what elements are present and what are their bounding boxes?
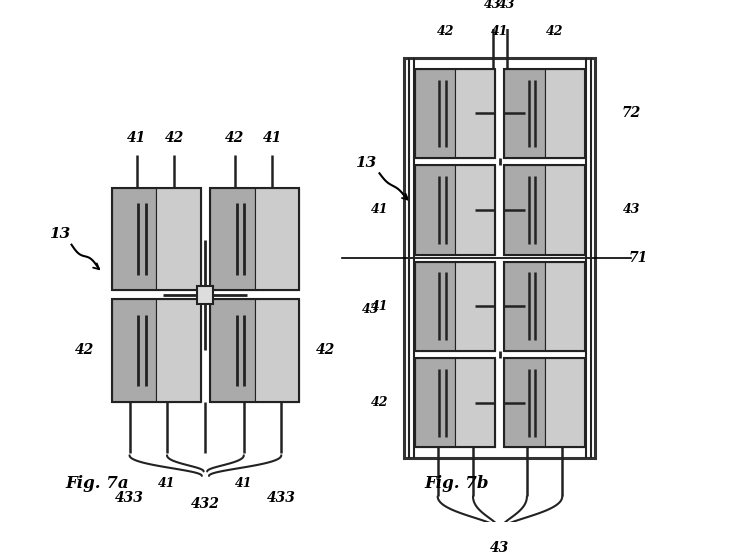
Bar: [455, 69, 496, 158]
Bar: [112, 187, 156, 290]
Text: 41: 41: [370, 204, 388, 216]
Text: 43: 43: [490, 541, 509, 553]
Bar: [505, 262, 585, 351]
Bar: [156, 299, 201, 402]
Text: 42: 42: [316, 343, 335, 357]
Text: 43: 43: [484, 0, 502, 11]
Text: 43: 43: [362, 304, 380, 316]
Text: 433: 433: [115, 491, 144, 505]
Bar: [544, 358, 585, 447]
Bar: [505, 358, 544, 447]
Bar: [210, 299, 299, 402]
Text: 13: 13: [50, 227, 70, 241]
Bar: [455, 165, 496, 254]
Text: 433: 433: [267, 491, 296, 505]
Bar: [416, 358, 496, 447]
Bar: [544, 69, 585, 158]
Text: 41: 41: [262, 131, 282, 144]
Bar: [416, 262, 496, 351]
Text: 43: 43: [498, 0, 516, 11]
Bar: [210, 187, 299, 290]
Bar: [416, 165, 455, 254]
Bar: [455, 358, 496, 447]
Text: 41: 41: [127, 131, 146, 144]
Bar: [505, 262, 544, 351]
Bar: [197, 286, 214, 304]
Bar: [416, 262, 455, 351]
Bar: [416, 358, 455, 447]
Bar: [505, 358, 585, 447]
Bar: [505, 69, 585, 158]
Text: 71: 71: [628, 251, 648, 265]
Text: 13: 13: [356, 155, 376, 170]
Text: 42: 42: [164, 131, 184, 144]
Bar: [416, 69, 496, 158]
Bar: [505, 165, 585, 254]
Bar: [544, 262, 585, 351]
Bar: [404, 58, 596, 458]
Text: 42: 42: [225, 131, 245, 144]
Bar: [210, 187, 254, 290]
Bar: [254, 299, 299, 402]
Bar: [254, 187, 299, 290]
Text: 72: 72: [622, 107, 640, 121]
Bar: [544, 165, 585, 254]
Text: 432: 432: [191, 497, 220, 510]
Bar: [416, 165, 496, 254]
Bar: [455, 262, 496, 351]
Text: 41: 41: [158, 477, 176, 491]
Text: 42: 42: [75, 343, 94, 357]
Text: 41: 41: [491, 25, 508, 38]
Text: 42: 42: [437, 25, 454, 38]
Text: 42: 42: [370, 396, 388, 409]
Text: 43: 43: [622, 204, 640, 216]
Bar: [112, 299, 156, 402]
Bar: [210, 299, 254, 402]
Text: Fig. 7b: Fig. 7b: [424, 476, 488, 492]
Bar: [505, 165, 544, 254]
Text: 41: 41: [370, 300, 388, 313]
Bar: [112, 299, 201, 402]
Bar: [505, 69, 544, 158]
Bar: [112, 187, 201, 290]
Text: Fig. 7a: Fig. 7a: [65, 476, 129, 492]
Bar: [416, 69, 455, 158]
Bar: [156, 187, 201, 290]
Text: 42: 42: [545, 25, 563, 38]
Text: 41: 41: [235, 477, 253, 491]
